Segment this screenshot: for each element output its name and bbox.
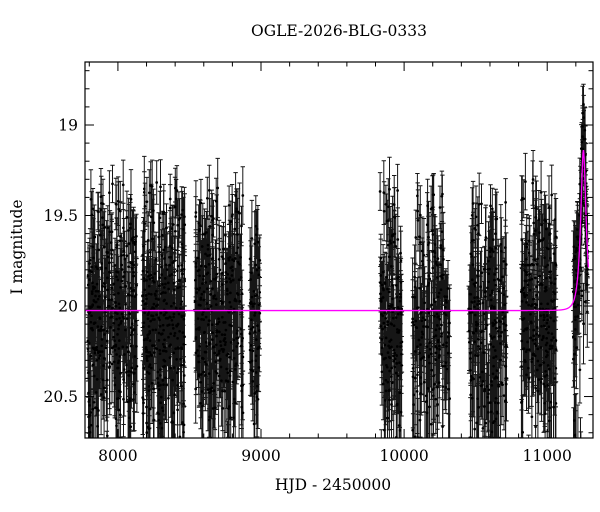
- y-tick-label: 20.5: [43, 388, 78, 406]
- season-8-points: [519, 178, 558, 434]
- season-7-error-bars: [466, 172, 509, 438]
- data-points-layer: [85, 83, 590, 438]
- model-curve-layer: [85, 150, 590, 312]
- axis-tick-labels: 8000 9000 10000 11000 19 19.5 20 20.5: [43, 116, 571, 465]
- season-3-points: [193, 186, 245, 422]
- season-1-points: [86, 182, 139, 438]
- season-6-points: [411, 192, 452, 438]
- season-4-points: [248, 224, 262, 426]
- microlensing-model-curve: [85, 150, 590, 312]
- axis-ticks: [85, 62, 593, 438]
- plot-frame: [84, 61, 594, 439]
- season-5-points: [378, 187, 404, 438]
- x-tick-label: 8000: [98, 447, 137, 465]
- x-tick-label: 10000: [379, 447, 428, 465]
- x-axis-label: HJD - 2450000: [275, 476, 391, 494]
- plot-title: OGLE-2026-BLG-0333: [251, 22, 427, 40]
- x-tick-label: 9000: [241, 447, 280, 465]
- season-2-points: [141, 181, 187, 438]
- x-tick-label: 11000: [523, 447, 572, 465]
- y-tick-label: 19.5: [43, 207, 78, 225]
- season-7-points: [467, 201, 508, 438]
- y-axis-label: I magnitude: [8, 199, 26, 294]
- y-tick-label: 20: [58, 298, 78, 316]
- y-tick-label: 19: [58, 116, 78, 134]
